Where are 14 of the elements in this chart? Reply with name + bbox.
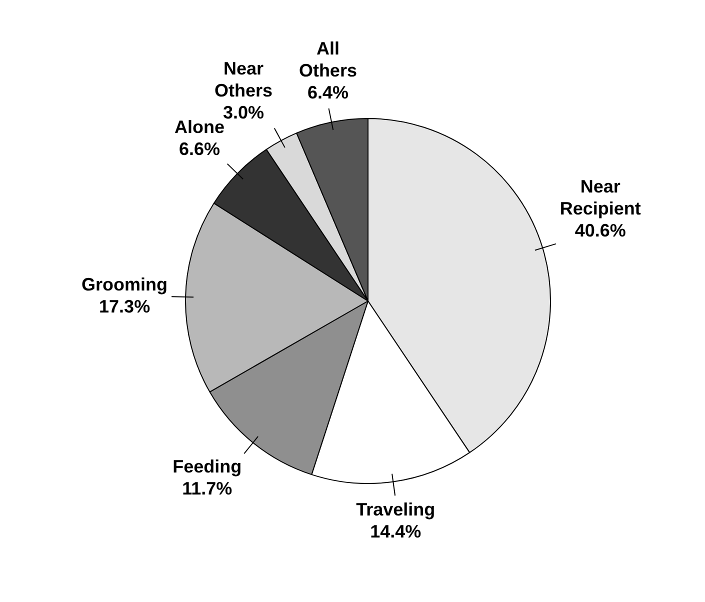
slice-label: Alone bbox=[174, 116, 224, 137]
slice-label: All Others bbox=[298, 38, 357, 81]
slice-label: Near Others bbox=[214, 58, 273, 101]
data-label: 3.0% bbox=[222, 102, 264, 123]
slice-label: Grooming bbox=[82, 274, 168, 295]
slice-label: Feeding bbox=[172, 456, 242, 477]
data-label: 40.6% bbox=[574, 220, 626, 241]
data-label: 14.4% bbox=[370, 522, 422, 542]
data-label: 6.6% bbox=[178, 138, 220, 159]
data-label: 17.3% bbox=[99, 296, 150, 317]
slice-label: Near Recipient bbox=[560, 176, 641, 219]
data-label: 6.4% bbox=[307, 82, 348, 103]
slice-label: Traveling bbox=[356, 500, 436, 520]
data-label: 11.7% bbox=[182, 478, 232, 499]
